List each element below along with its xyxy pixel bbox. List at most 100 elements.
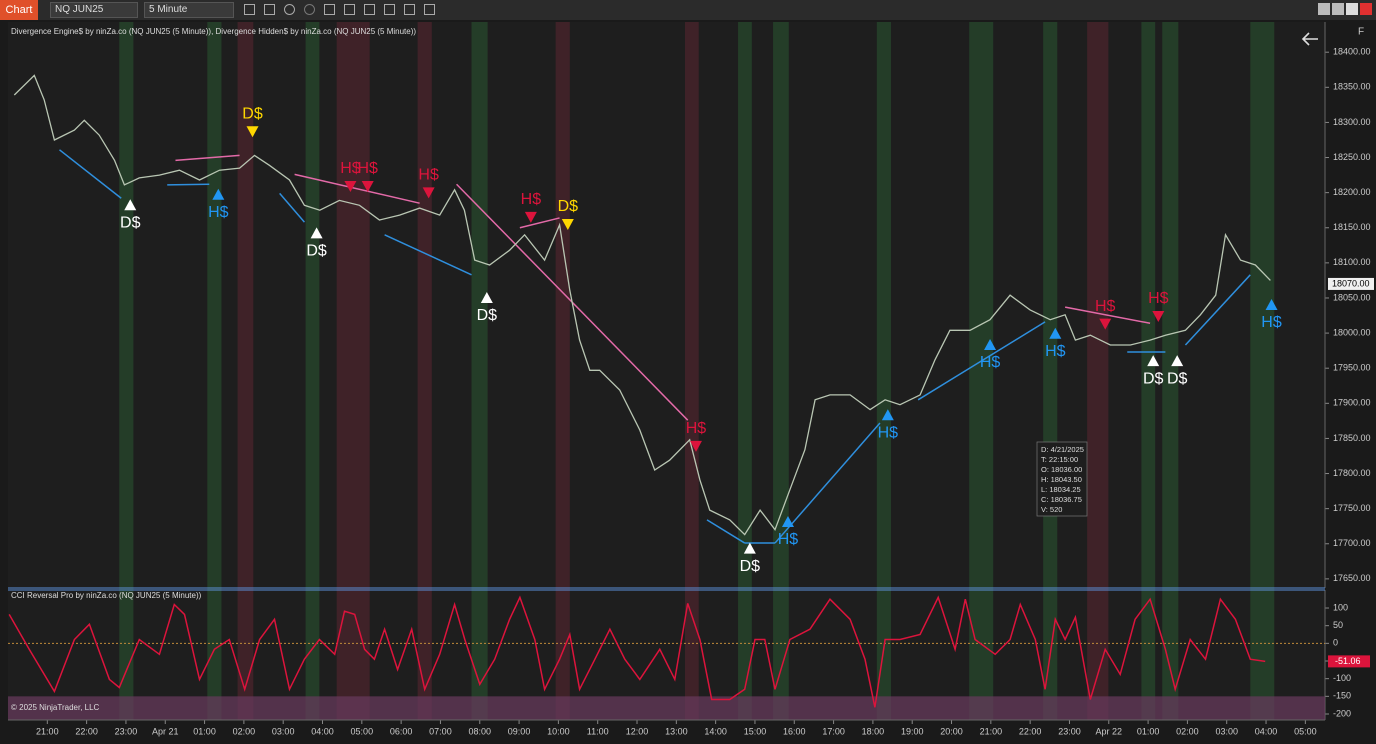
x-tick-label: 01:00 [1137, 726, 1160, 736]
y-tick-label: -200 [1333, 708, 1351, 718]
signal-band [471, 22, 488, 720]
x-tick-label: 23:00 [1058, 726, 1081, 736]
info-line: L: 18034.25 [1041, 485, 1081, 494]
last-cci-tag [1328, 655, 1370, 668]
info-line: O: 18036.00 [1041, 465, 1082, 474]
window-buttons [1318, 3, 1372, 15]
chart: 17650.00 17700.00 17750.00 17800.00 17850.00… [0, 20, 1376, 744]
x-tick-label: 01:00 [193, 726, 216, 736]
x-tick-label: 17:00 [822, 726, 845, 736]
tile-button[interactable] [1332, 3, 1344, 15]
price-line [13, 74, 1271, 536]
signal-label: H$ [1095, 298, 1116, 315]
tool-icon[interactable] [244, 4, 255, 15]
divergence-line [706, 519, 746, 544]
y-tick-label: 17750.00 [1333, 503, 1371, 513]
x-tick-label: 20:00 [940, 726, 963, 736]
last-cci-label: -51.06 [1335, 656, 1361, 666]
tool-icon[interactable] [344, 4, 355, 15]
signal-label: H$ [521, 191, 542, 208]
signal-band [969, 22, 994, 720]
y-tick-label: 100 [1333, 602, 1348, 612]
signal-label: H$ [418, 167, 439, 184]
signal-marker [1099, 318, 1112, 330]
tool-icon[interactable] [404, 4, 415, 15]
tool-icon[interactable] [264, 4, 275, 15]
signal-marker [310, 227, 323, 239]
signal-label: D$ [242, 105, 263, 122]
y-tick-label: 18300.00 [1333, 117, 1371, 127]
y-tick-label: 50 [1333, 620, 1343, 630]
tool-icon[interactable] [324, 4, 335, 15]
interval-select[interactable]: 5 Minute [144, 2, 234, 18]
signal-label: H$ [878, 424, 899, 441]
signal-label: H$ [1045, 343, 1066, 360]
signal-label: H$ [980, 354, 1001, 371]
x-tick-label: 14:00 [704, 726, 727, 736]
signal-marker [781, 515, 794, 527]
y-tick-label: 17850.00 [1333, 433, 1371, 443]
signal-label: D$ [306, 243, 327, 260]
signal-marker [881, 409, 894, 421]
signal-marker [689, 440, 702, 452]
signal-marker [1147, 355, 1160, 367]
divergence-line [167, 183, 210, 186]
signal-marker [480, 291, 493, 303]
minimize-button[interactable] [1318, 3, 1330, 15]
x-tick-label: 06:00 [390, 726, 413, 736]
x-tick-label: 13:00 [665, 726, 688, 736]
signal-marker [524, 211, 537, 223]
tool-icon[interactable] [384, 4, 395, 15]
divergence-line [519, 217, 560, 229]
plot-area [8, 22, 1325, 720]
x-tick-label: 21:00 [36, 726, 59, 736]
panel-title: Divergence Engine$ by ninZa.co (NQ JUN25… [11, 27, 416, 36]
x-tick-label: 02:00 [1176, 726, 1199, 736]
signal-band [773, 22, 789, 720]
info-line: D: 4/21/2025 [1041, 445, 1084, 454]
divergence-line [279, 192, 305, 223]
signal-band [417, 22, 432, 720]
tool-icon[interactable] [284, 4, 295, 15]
instrument-select[interactable]: NQ JUN25 [50, 2, 138, 18]
tool-icon[interactable] [364, 4, 375, 15]
signal-band [119, 22, 134, 720]
maximize-button[interactable] [1346, 3, 1358, 15]
x-tick-label: 08:00 [468, 726, 491, 736]
signal-marker [1171, 355, 1184, 367]
info-box-bg [1036, 441, 1088, 517]
signal-marker [344, 181, 357, 193]
signal-marker [422, 187, 435, 199]
chart-tab[interactable]: Chart [0, 0, 38, 20]
divergence-line [175, 154, 240, 162]
oversold-zone [8, 696, 1325, 720]
close-button[interactable] [1360, 3, 1372, 15]
signal-band [1141, 22, 1156, 720]
y-tick-label: 17700.00 [1333, 538, 1371, 548]
copyright: © 2025 NinjaTrader, LLC [11, 703, 100, 712]
y-tick-label: 18150.00 [1333, 222, 1371, 232]
signal-band [1087, 22, 1109, 720]
y-tick-label: 17800.00 [1333, 468, 1371, 478]
y-tick-label: 18050.00 [1333, 292, 1371, 302]
x-tick-label: 16:00 [783, 726, 806, 736]
info-line: V: 520 [1041, 505, 1062, 514]
x-tick-label: 05:00 [351, 726, 374, 736]
divergence-line [1184, 274, 1251, 346]
signal-marker [124, 199, 137, 211]
signal-label: H$ [1261, 314, 1282, 331]
tool-icon[interactable] [304, 4, 315, 15]
tool-icon[interactable] [424, 4, 435, 15]
divergence-line [1064, 306, 1151, 324]
divergence-line [917, 321, 1046, 401]
last-price-tag [1328, 277, 1374, 290]
divergence-line [384, 234, 472, 276]
y-tick-label: 17950.00 [1333, 363, 1371, 373]
signal-label: H$ [208, 204, 229, 221]
signal-band [1250, 22, 1275, 720]
y-tick-label: 17650.00 [1333, 573, 1371, 583]
y-tick-label: 18400.00 [1333, 47, 1371, 57]
signal-label: H$ [340, 160, 361, 177]
signal-band [336, 22, 370, 720]
